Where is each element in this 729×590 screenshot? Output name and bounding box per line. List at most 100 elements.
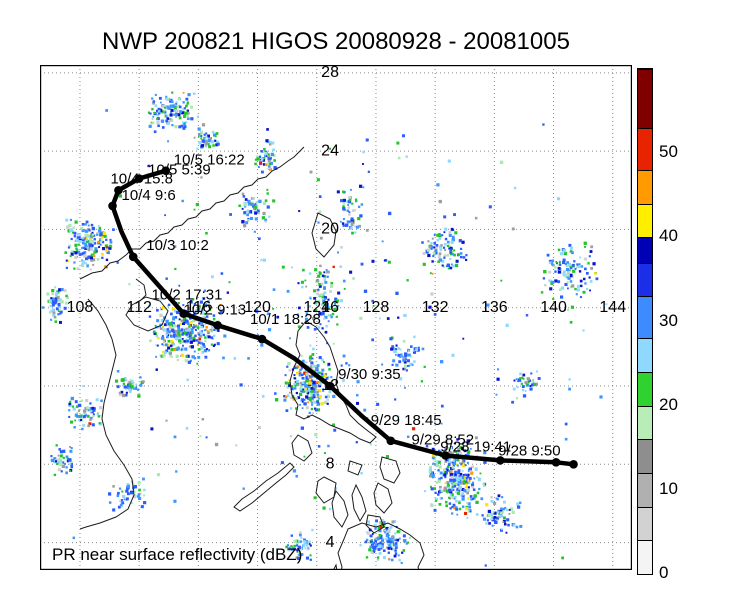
reflectivity-pixel <box>462 256 466 259</box>
reflectivity-pixel <box>452 459 456 462</box>
reflectivity-pixel <box>566 308 570 311</box>
reflectivity-pixel <box>398 537 401 540</box>
reflectivity-pixel <box>200 308 204 312</box>
reflectivity-pixel <box>490 496 493 499</box>
reflectivity-pixel <box>459 252 463 255</box>
reflectivity-pixel <box>125 394 128 397</box>
reflectivity-pixel <box>300 367 303 370</box>
reflectivity-pixel <box>450 470 453 473</box>
reflectivity-pixel <box>393 519 397 524</box>
reflectivity-pixel <box>605 303 608 306</box>
reflectivity-pixel <box>312 368 315 371</box>
reflectivity-pixel <box>344 223 349 227</box>
reflectivity-pixel <box>156 121 160 125</box>
reflectivity-pixel <box>324 297 327 301</box>
reflectivity-pixel <box>317 445 321 448</box>
reflectivity-pixel <box>475 500 479 504</box>
reflectivity-pixel <box>204 316 207 319</box>
reflectivity-pixel <box>286 365 289 368</box>
reflectivity-cluster <box>41 286 69 324</box>
reflectivity-pixel <box>74 256 78 259</box>
reflectivity-pixel <box>449 248 453 251</box>
reflectivity-pixel <box>309 355 313 359</box>
reflectivity-pixel <box>308 543 311 545</box>
reflectivity-pixel <box>290 545 293 548</box>
reflectivity-pixel <box>466 481 469 484</box>
reflectivity-pixel <box>337 291 341 295</box>
reflectivity-pixel <box>459 446 463 450</box>
reflectivity-pixel <box>314 268 318 272</box>
reflectivity-pixel <box>449 249 452 252</box>
reflectivity-pixel <box>269 140 272 144</box>
reflectivity-pixel <box>516 386 519 389</box>
reflectivity-pixel <box>351 209 355 212</box>
reflectivity-pixel <box>57 468 61 472</box>
reflectivity-cluster <box>238 192 276 228</box>
reflectivity-pixel <box>112 508 116 512</box>
reflectivity-pixel <box>63 306 67 310</box>
reflectivity-pixel <box>55 444 58 447</box>
reflectivity-pixel <box>509 507 514 511</box>
reflectivity-pixel <box>156 319 160 323</box>
reflectivity-pixel <box>143 501 147 505</box>
reflectivity-pixel <box>453 458 457 462</box>
reflectivity-pixel <box>392 539 395 542</box>
reflectivity-pixel <box>260 258 263 262</box>
reflectivity-pixel <box>333 307 337 312</box>
reflectivity-pixel <box>205 145 208 148</box>
reflectivity-pixel <box>327 314 331 317</box>
reflectivity-pixel <box>328 390 332 394</box>
reflectivity-pixel <box>502 519 506 523</box>
reflectivity-pixel <box>203 133 206 136</box>
reflectivity-pixel <box>257 237 261 241</box>
reflectivity-pixel <box>181 333 184 336</box>
reflectivity-pixel <box>457 483 460 486</box>
reflectivity-pixel <box>566 267 570 272</box>
reflectivity-pixel <box>313 381 316 384</box>
reflectivity-pixel <box>126 482 130 486</box>
colorbar-segment <box>638 506 652 541</box>
reflectivity-pixel <box>190 328 194 332</box>
reflectivity-pixel <box>483 482 487 486</box>
reflectivity-pixel <box>199 130 203 134</box>
reflectivity-pixel <box>174 316 178 319</box>
reflectivity-pixel <box>401 355 404 358</box>
reflectivity-pixel <box>471 485 475 489</box>
reflectivity-pixel <box>461 460 466 464</box>
reflectivity-pixel <box>515 525 519 529</box>
reflectivity-pixel <box>305 285 308 288</box>
reflectivity-pixel <box>382 555 387 559</box>
reflectivity-pixel <box>171 321 175 326</box>
reflectivity-pixel <box>58 320 62 324</box>
reflectivity-pixel <box>266 128 269 131</box>
reflectivity-pixel <box>430 247 433 250</box>
reflectivity-pixel <box>68 402 72 406</box>
latitude-tick-label: 24 <box>321 142 339 159</box>
reflectivity-pixel <box>394 546 398 549</box>
reflectivity-pixel <box>325 377 329 380</box>
reflectivity-pixel <box>188 325 191 328</box>
reflectivity-pixel <box>162 328 166 332</box>
reflectivity-pixel <box>50 309 54 313</box>
reflectivity-pixel <box>205 231 208 235</box>
reflectivity-pixel <box>311 412 315 415</box>
reflectivity-pixel <box>125 497 129 501</box>
reflectivity-pixel <box>443 473 447 477</box>
reflectivity-pixel <box>564 437 568 441</box>
reflectivity-pixel <box>403 360 407 364</box>
reflectivity-pixel <box>244 198 248 201</box>
reflectivity-pixel <box>364 540 368 544</box>
reflectivity-pixel <box>396 141 400 145</box>
reflectivity-pixel <box>298 370 301 374</box>
reflectivity-pixel <box>447 159 451 163</box>
reflectivity-pixel <box>70 420 74 424</box>
reflectivity-pixel <box>165 333 168 336</box>
reflectivity-pixel <box>81 222 85 226</box>
reflectivity-pixel <box>154 324 157 327</box>
reflectivity-pixel <box>177 97 181 101</box>
reflectivity-pixel <box>436 460 440 464</box>
reflectivity-pixel <box>570 250 573 253</box>
reflectivity-pixel <box>167 333 170 337</box>
reflectivity-pixel <box>448 450 452 455</box>
reflectivity-pixel <box>54 460 58 463</box>
